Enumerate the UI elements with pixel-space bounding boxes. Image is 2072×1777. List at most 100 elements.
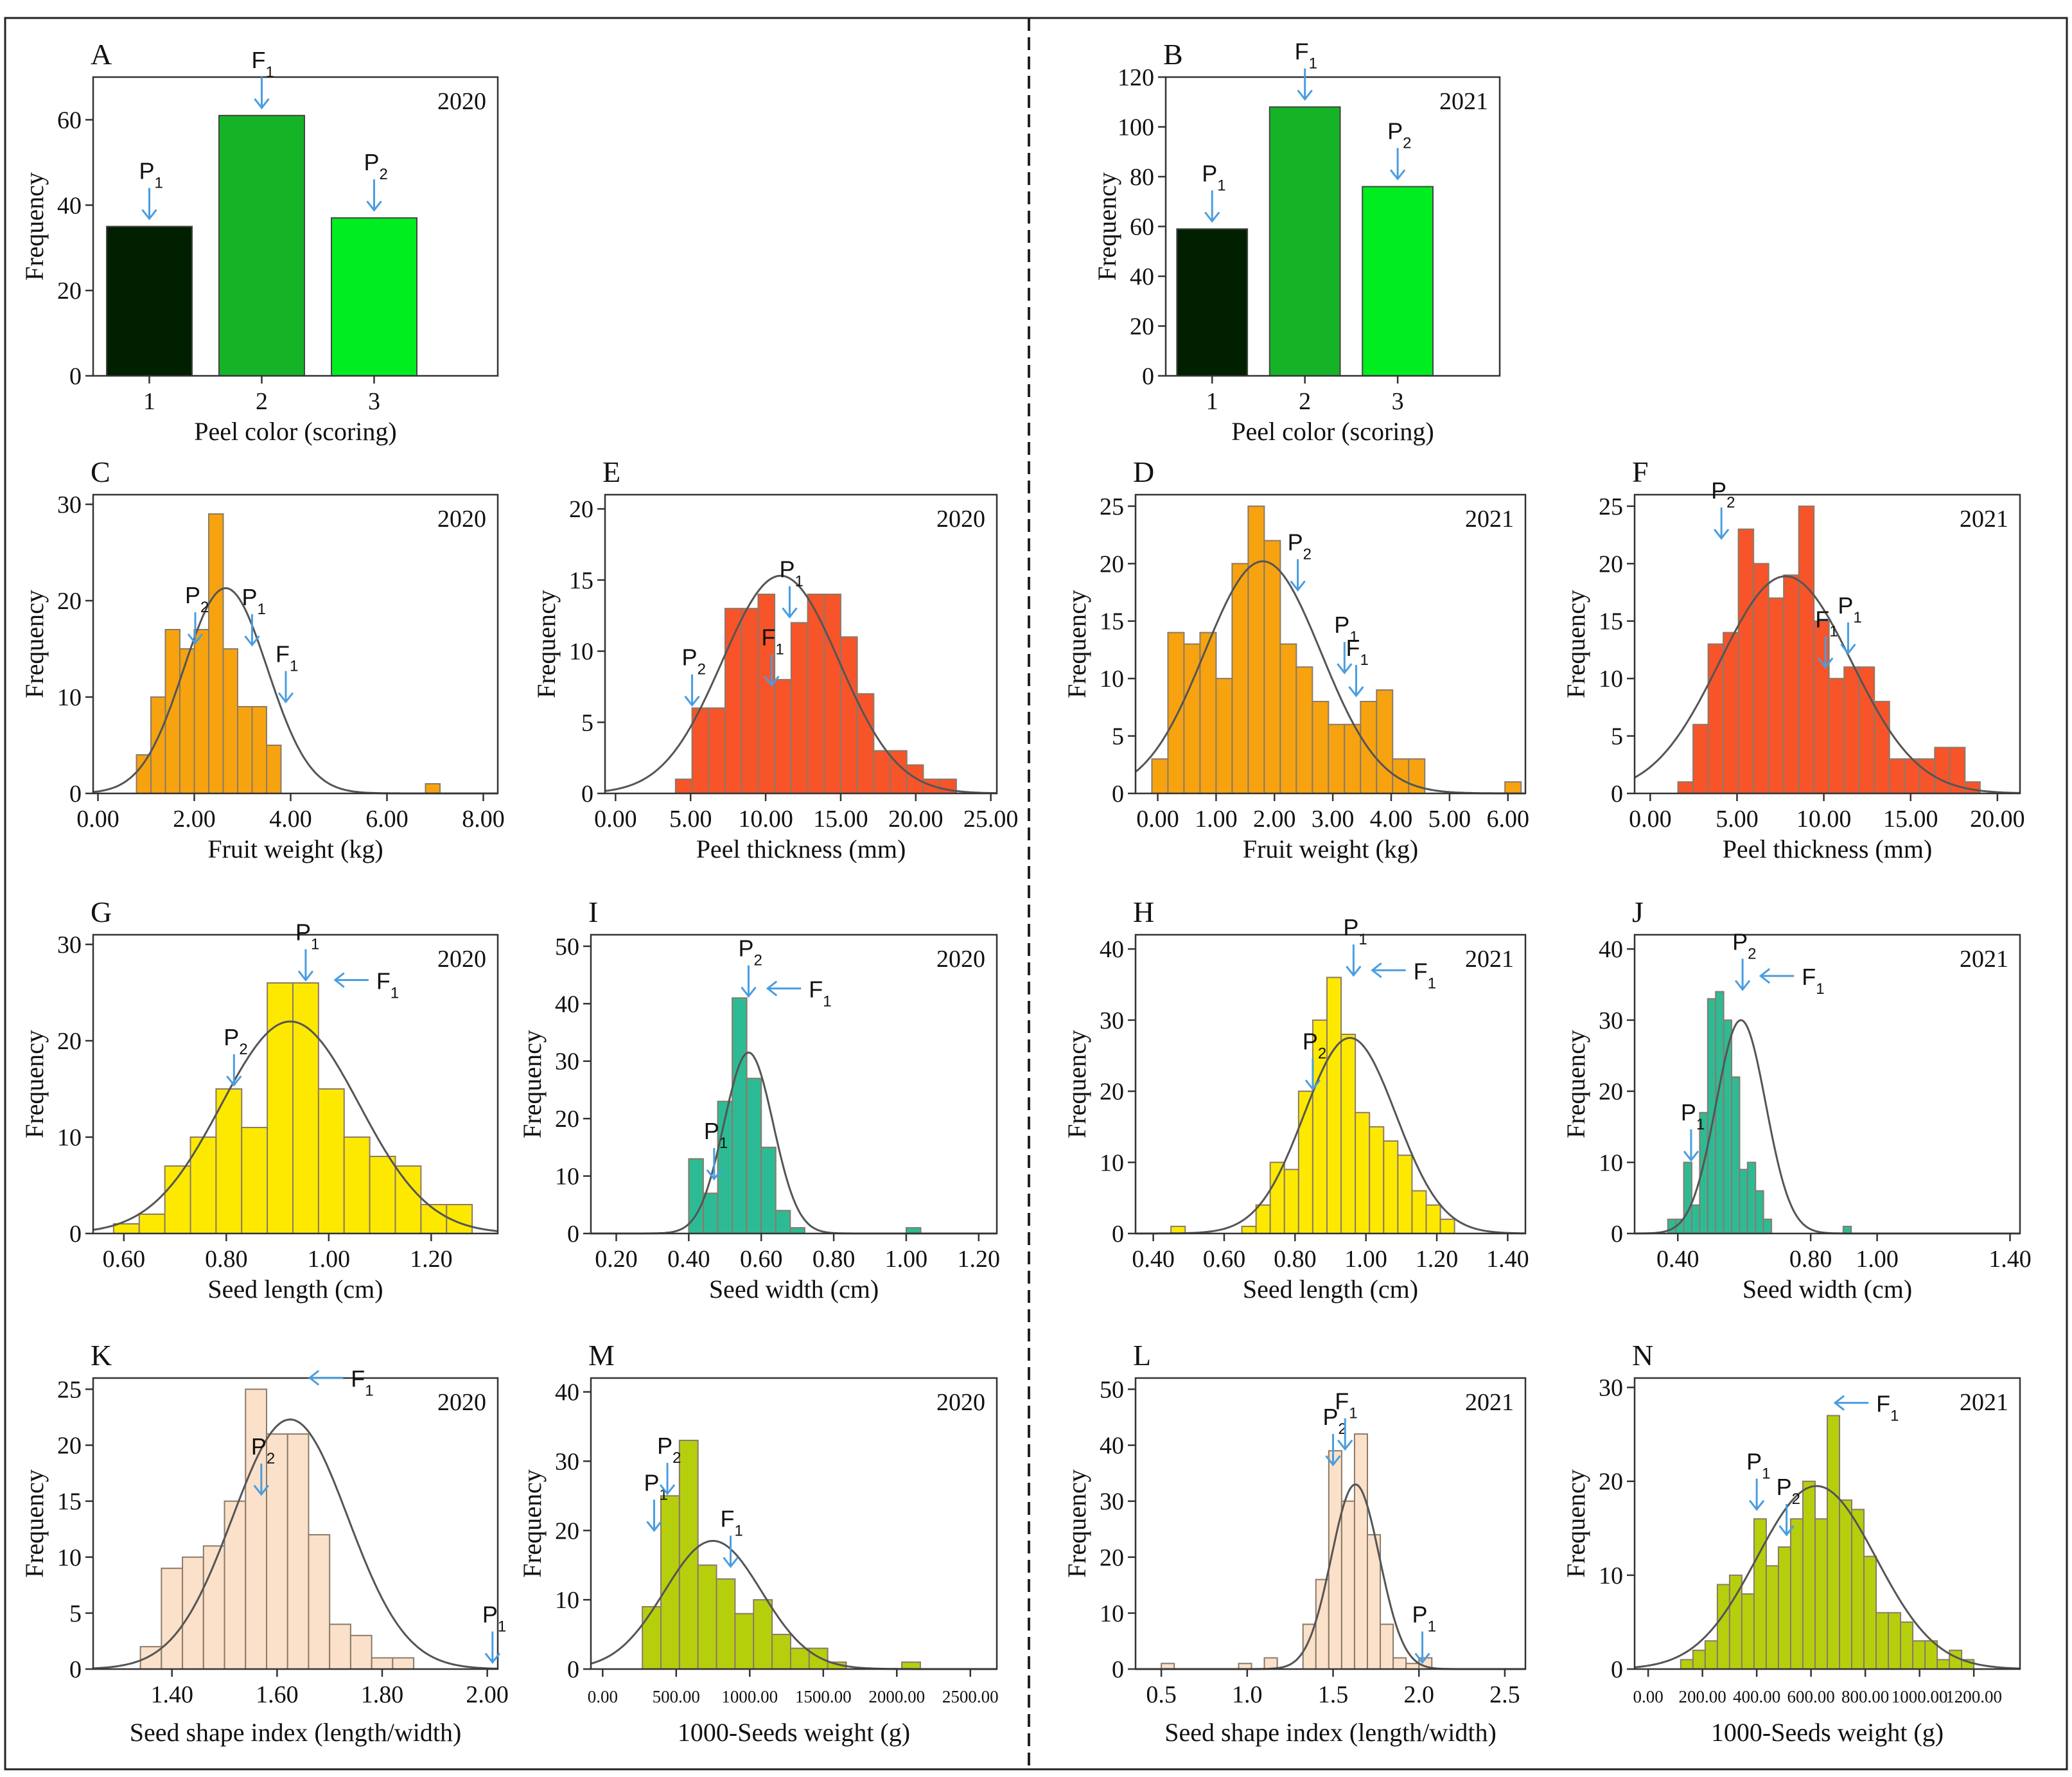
panel-I: I 0 10 20 30 40 50 0.20 0.40 0.60 0.80 1.00 1.20 Freq… bbox=[518, 896, 1000, 1304]
y-tick-label: 40 bbox=[1100, 1433, 1124, 1460]
annotation-subscript: 2 bbox=[1303, 545, 1312, 563]
histogram-bar bbox=[1843, 666, 1860, 795]
annotation-subscript: 2 bbox=[239, 1041, 247, 1058]
y-tick-label: 30 bbox=[1599, 1375, 1623, 1402]
x-tick-label: 1.5 bbox=[1318, 1681, 1349, 1708]
annotation-subscript: 2 bbox=[698, 660, 706, 678]
x-tick-label: 0.40 bbox=[1656, 1246, 1699, 1273]
x-axis-label: Seed length (cm) bbox=[1243, 1275, 1418, 1304]
y-axis-label: Frequency bbox=[1561, 1030, 1590, 1138]
annotation-letter: P bbox=[364, 149, 380, 175]
histogram-bar bbox=[224, 1500, 247, 1670]
annotation-arrow: P2 bbox=[738, 935, 762, 998]
y-tick-label: 0 bbox=[69, 1656, 82, 1683]
x-tick-label: 1 bbox=[1206, 388, 1218, 415]
annotation-label: P1 bbox=[779, 556, 803, 590]
histogram-bar bbox=[1215, 678, 1233, 794]
annotation-arrow: P2 bbox=[682, 644, 706, 707]
histogram-bar bbox=[906, 764, 924, 794]
x-axis-label: Fruit weight (kg) bbox=[1243, 835, 1418, 863]
histogram-bar bbox=[808, 1647, 829, 1670]
y-tick-label: 80 bbox=[1130, 164, 1154, 191]
histogram-bar bbox=[807, 594, 825, 794]
arrow-head bbox=[253, 1485, 269, 1496]
histogram-bar bbox=[392, 1657, 415, 1670]
histogram-bar bbox=[823, 594, 841, 794]
x-tick-label: 0.60 bbox=[103, 1246, 146, 1273]
panel-B: B 0 20 40 60 80 100 120 1 2 3 Frequency Peel color (… bbox=[1093, 38, 1501, 446]
arrow-head bbox=[141, 209, 157, 220]
annotation-arrow: P1 bbox=[295, 919, 319, 982]
x-axis: 0.40 0.60 0.80 1.00 1.20 1.40 bbox=[1132, 1233, 1529, 1273]
arrow-head bbox=[254, 98, 270, 110]
annotation-arrow: F1 bbox=[1759, 964, 1825, 998]
histogram-bar bbox=[873, 750, 891, 794]
y-tick-label: 10 bbox=[1100, 1600, 1124, 1627]
x-tick-label: 0.00 bbox=[594, 806, 637, 833]
panel-letter: C bbox=[91, 455, 110, 488]
histogram-bar bbox=[901, 1661, 921, 1670]
bars bbox=[1151, 505, 1522, 795]
year-label: 2020 bbox=[437, 1389, 486, 1416]
histogram-bar bbox=[317, 1088, 345, 1234]
histogram-bar bbox=[1783, 574, 1800, 794]
y-tick-label: 5 bbox=[1611, 723, 1623, 750]
annotation-subscript: 2 bbox=[200, 599, 209, 616]
histogram-bar bbox=[245, 1388, 268, 1670]
histogram-bar bbox=[1312, 700, 1330, 795]
histogram-bar bbox=[193, 629, 209, 794]
bar bbox=[331, 217, 417, 377]
arrow-head bbox=[308, 1370, 320, 1386]
histogram-bar bbox=[1813, 620, 1830, 794]
normal-curve bbox=[591, 1051, 997, 1235]
histogram-bar bbox=[1279, 643, 1297, 794]
annotation-label: P2 bbox=[185, 582, 209, 616]
y-tick-label: 0 bbox=[1611, 1221, 1623, 1248]
annotation-letter: P bbox=[242, 584, 258, 610]
histogram-bar bbox=[308, 1534, 331, 1670]
arrow-head bbox=[1778, 1525, 1795, 1537]
x-tick-label: 0.40 bbox=[667, 1246, 710, 1273]
y-tick-label: 0 bbox=[1112, 781, 1124, 808]
histogram-bar bbox=[1383, 1140, 1399, 1234]
annotation-subscript: 1 bbox=[365, 1382, 373, 1399]
annotation-letter: P bbox=[1777, 1474, 1792, 1500]
bars bbox=[1161, 1433, 1433, 1670]
annotation-label: F1 bbox=[761, 624, 784, 659]
annotation-letter: F bbox=[1815, 606, 1829, 632]
year-label: 2021 bbox=[1439, 88, 1488, 115]
histogram-bar bbox=[222, 648, 238, 794]
arrow-head bbox=[1325, 1455, 1341, 1467]
x-tick-label: 20.00 bbox=[1970, 806, 2025, 833]
annotation-label: P2 bbox=[682, 644, 706, 678]
histogram-bar bbox=[349, 1634, 373, 1670]
plot-frame bbox=[1633, 933, 2021, 1235]
normal-curve bbox=[92, 1418, 498, 1670]
histogram-bar bbox=[771, 1634, 791, 1670]
panel-F: F 0 5 10 15 20 25 0.00 5.00 10.00 15.00 20.00 Freque… bbox=[1561, 455, 2025, 863]
year-label: 2021 bbox=[1960, 946, 2008, 973]
arrow-head bbox=[1304, 1079, 1321, 1091]
y-tick-label: 15 bbox=[569, 567, 593, 594]
annotation-arrow: P2 bbox=[224, 1024, 248, 1087]
x-tick-label: 3 bbox=[368, 388, 380, 415]
panel-letter: I bbox=[588, 896, 598, 928]
annotation-letter: F bbox=[1802, 964, 1816, 990]
bar bbox=[218, 114, 305, 377]
annotation-subscript: 2 bbox=[753, 951, 762, 969]
x-tick-label: 10.00 bbox=[738, 806, 793, 833]
histogram-bar bbox=[208, 513, 224, 794]
histogram-bar bbox=[266, 745, 282, 794]
histogram-bar bbox=[642, 1605, 662, 1670]
annotation-label: P1 bbox=[242, 584, 266, 618]
annotation-subscript: 1 bbox=[1309, 55, 1317, 72]
plot-frame bbox=[1134, 933, 1527, 1235]
y-tick-label: 10 bbox=[555, 1163, 579, 1190]
annotation-label: F1 bbox=[1414, 958, 1436, 992]
x-tick-label: 1.20 bbox=[958, 1246, 1001, 1273]
annotation-subscript: 2 bbox=[267, 1450, 275, 1467]
annotation-arrow: P2 bbox=[1303, 1028, 1326, 1091]
bars bbox=[139, 1388, 415, 1670]
annotation-letter: F bbox=[1295, 39, 1309, 65]
x-axis-label: 1000-Seeds weight (g) bbox=[678, 1718, 910, 1747]
